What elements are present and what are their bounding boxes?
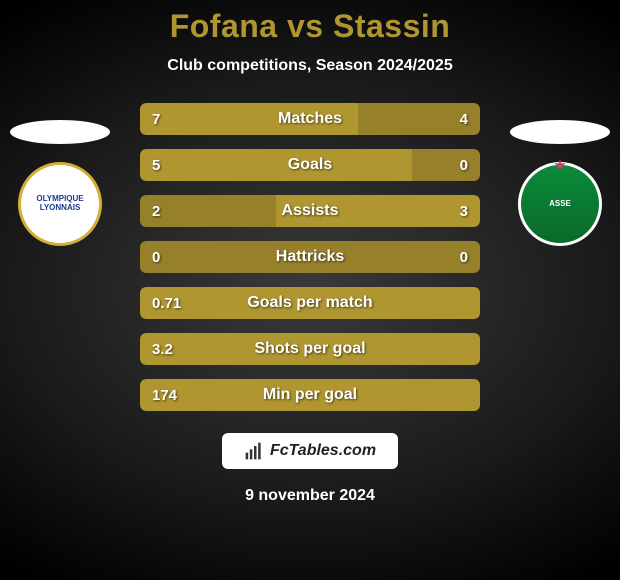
stat-label: Assists: [282, 202, 339, 220]
stat-value-right: 0: [460, 157, 468, 174]
stat-label: Goals per match: [247, 294, 372, 312]
stat-value-left: 3.2: [152, 341, 173, 358]
stat-label: Min per goal: [263, 386, 357, 404]
crest-lyon-label: OLYMPIQUE LYONNAIS: [21, 195, 99, 213]
stat-row: 3.2 Shots per goal: [140, 333, 480, 365]
stat-value-left: 7: [152, 111, 160, 128]
brand-text: FcTables.com: [270, 442, 376, 460]
stat-label: Matches: [278, 110, 342, 128]
date-text: 9 november 2024: [245, 487, 375, 505]
stats-list: 7 Matches 4 5 Goals 0 2 Assists 3 0 Hattricks 0 0.71…: [140, 103, 480, 411]
crest-asse-label: ASSE: [549, 200, 571, 209]
stat-label: Shots per goal: [254, 340, 365, 358]
stat-row: 0 Hattricks 0: [140, 241, 480, 273]
bar-right: [412, 149, 480, 181]
ellipse-marker-right: [510, 120, 610, 144]
stat-value-left: 0: [152, 249, 160, 266]
stat-value-left: 174: [152, 387, 177, 404]
stat-value-left: 5: [152, 157, 160, 174]
stat-row: 7 Matches 4: [140, 103, 480, 135]
brand-badge: FcTables.com: [222, 433, 398, 469]
stat-row: 174 Min per goal: [140, 379, 480, 411]
stat-value-right: 4: [460, 111, 468, 128]
stat-value-right: 0: [460, 249, 468, 266]
chart-bars-icon: [244, 441, 264, 461]
page-title: Fofana vs Stassin: [170, 8, 451, 45]
stat-label: Goals: [288, 156, 332, 174]
stat-value-left: 2: [152, 203, 160, 220]
stat-value-right: 3: [460, 203, 468, 220]
bar-left: [140, 149, 412, 181]
right-team-badge: ASSE: [510, 120, 610, 246]
stat-value-left: 0.71: [152, 295, 181, 312]
subtitle: Club competitions, Season 2024/2025: [167, 57, 452, 75]
crest-lyon: OLYMPIQUE LYONNAIS: [18, 162, 102, 246]
stat-label: Hattricks: [276, 248, 344, 266]
ellipse-marker-left: [10, 120, 110, 144]
stat-row: 5 Goals 0: [140, 149, 480, 181]
crest-asse: ASSE: [518, 162, 602, 246]
left-team-badge: OLYMPIQUE LYONNAIS: [10, 120, 110, 246]
bar-left: [140, 195, 276, 227]
stat-row: 2 Assists 3: [140, 195, 480, 227]
main-container: Fofana vs Stassin Club competitions, Sea…: [0, 0, 620, 580]
stat-row: 0.71 Goals per match: [140, 287, 480, 319]
